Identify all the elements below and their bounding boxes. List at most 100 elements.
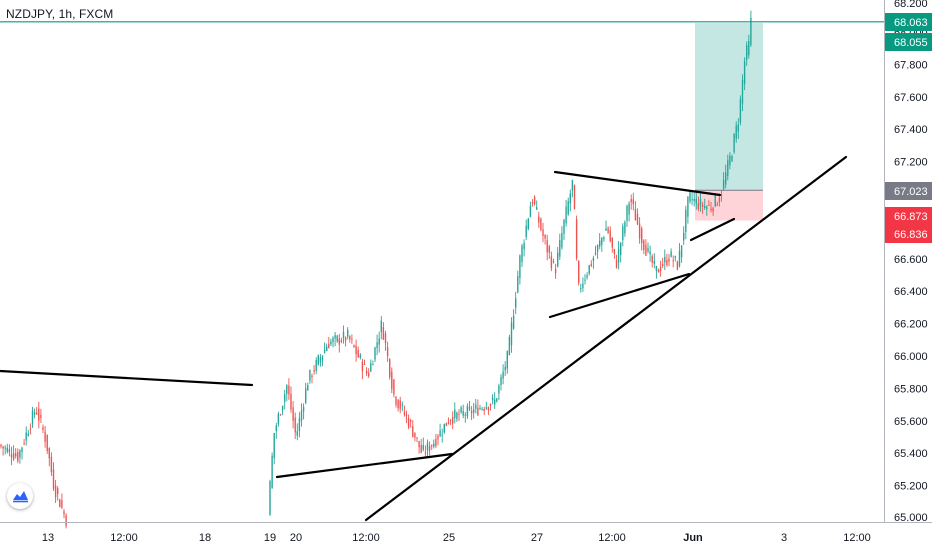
y-tick-label: 65.600 xyxy=(894,416,928,428)
candle-down xyxy=(697,202,700,209)
candle-up xyxy=(475,404,477,409)
candle-up xyxy=(323,349,326,353)
candle-down xyxy=(416,437,418,439)
candle-up xyxy=(462,411,464,416)
candle-up xyxy=(647,247,649,252)
candle-down xyxy=(666,259,668,265)
candle-up xyxy=(271,455,273,489)
candle-up xyxy=(321,355,324,361)
candle-up xyxy=(603,237,605,240)
trendline-1[interactable] xyxy=(0,369,254,387)
trendline-4[interactable] xyxy=(548,272,691,319)
candle-up xyxy=(275,425,277,432)
candle-down xyxy=(52,469,55,489)
x-tick-label: 18 xyxy=(199,532,211,544)
trendline-5[interactable] xyxy=(553,170,722,197)
candle-up xyxy=(454,409,456,419)
candle-up xyxy=(422,445,424,450)
candle-down xyxy=(328,343,330,349)
candle-down xyxy=(552,261,555,263)
candle-down xyxy=(575,219,578,259)
candle-down xyxy=(42,427,44,431)
candle-up xyxy=(561,232,563,248)
candle-down xyxy=(407,417,410,428)
candle-up xyxy=(330,341,332,345)
candle-up xyxy=(466,405,469,417)
candle-up xyxy=(515,298,517,308)
candle-down xyxy=(393,379,395,395)
candle-down xyxy=(657,269,660,273)
x-tick-label: 25 xyxy=(443,532,455,544)
candle-down xyxy=(550,256,553,269)
trendline-6[interactable] xyxy=(689,217,736,242)
candle-up xyxy=(498,385,500,394)
candle-up xyxy=(559,240,561,257)
y-tick-label: 66.600 xyxy=(894,254,928,266)
candle-up xyxy=(494,399,496,405)
y-tick-label: 68.200 xyxy=(894,0,928,10)
candle-down xyxy=(384,333,387,344)
price-badge-entry xyxy=(885,182,932,200)
trendline-2[interactable] xyxy=(275,452,454,479)
y-tick-label: 65.400 xyxy=(894,448,928,460)
tradingview-logo-icon[interactable] xyxy=(7,483,33,509)
candle-up xyxy=(370,363,372,372)
candle-down xyxy=(641,228,643,244)
candle-down xyxy=(449,419,452,421)
candle-up xyxy=(605,228,607,231)
candle-up xyxy=(695,198,697,204)
candle-up xyxy=(473,409,475,413)
candle-down xyxy=(2,446,4,449)
candle-up xyxy=(601,237,603,245)
x-tick-label: 12:00 xyxy=(110,532,138,544)
candle-down xyxy=(386,347,389,357)
candle-down xyxy=(632,199,634,205)
candle-down xyxy=(292,407,294,421)
candle-up xyxy=(27,433,29,436)
candle-up xyxy=(468,406,471,410)
x-tick-label: 12:00 xyxy=(352,532,380,544)
candle-up xyxy=(687,196,689,217)
candle-up xyxy=(378,338,380,345)
candle-down xyxy=(720,194,723,196)
candle-up xyxy=(326,346,328,351)
candle-up xyxy=(739,99,742,123)
price-badge-label: 67.023 xyxy=(894,186,928,198)
candle-down xyxy=(46,434,48,452)
target-zone xyxy=(695,23,763,191)
candle-down xyxy=(533,196,536,205)
price-badge-label: 66.836 xyxy=(894,229,928,241)
candle-up xyxy=(300,410,303,421)
candle-down xyxy=(368,372,370,377)
candle-up xyxy=(678,250,681,267)
candle-down xyxy=(63,511,65,515)
trendline-3[interactable] xyxy=(364,155,848,522)
candle-down xyxy=(613,249,616,254)
candle-up xyxy=(481,408,483,410)
candle-down xyxy=(701,204,704,208)
candle-down xyxy=(554,268,557,274)
candle-down xyxy=(544,234,546,239)
x-tick-label: 3 xyxy=(781,532,787,544)
x-tick-label: 13 xyxy=(42,532,54,544)
candle-down xyxy=(718,197,721,203)
stop-zone xyxy=(695,190,763,221)
candle-down xyxy=(40,414,42,418)
candle-down xyxy=(61,500,63,508)
symbol-label: NZDJPY, 1h, FXCM xyxy=(6,7,114,21)
candle-up xyxy=(670,251,672,257)
candle-up xyxy=(569,193,571,204)
candle-up xyxy=(309,369,311,381)
candle-up xyxy=(735,125,737,139)
y-tick-label: 66.200 xyxy=(894,319,928,331)
y-tick-label: 65.200 xyxy=(894,481,928,493)
candle-down xyxy=(615,260,618,268)
candle-down xyxy=(487,407,490,411)
candle-down xyxy=(458,413,460,415)
candle-down xyxy=(630,199,632,203)
candle-down xyxy=(638,223,641,239)
x-tick-label: 12:00 xyxy=(598,532,626,544)
candle-up xyxy=(25,432,27,441)
